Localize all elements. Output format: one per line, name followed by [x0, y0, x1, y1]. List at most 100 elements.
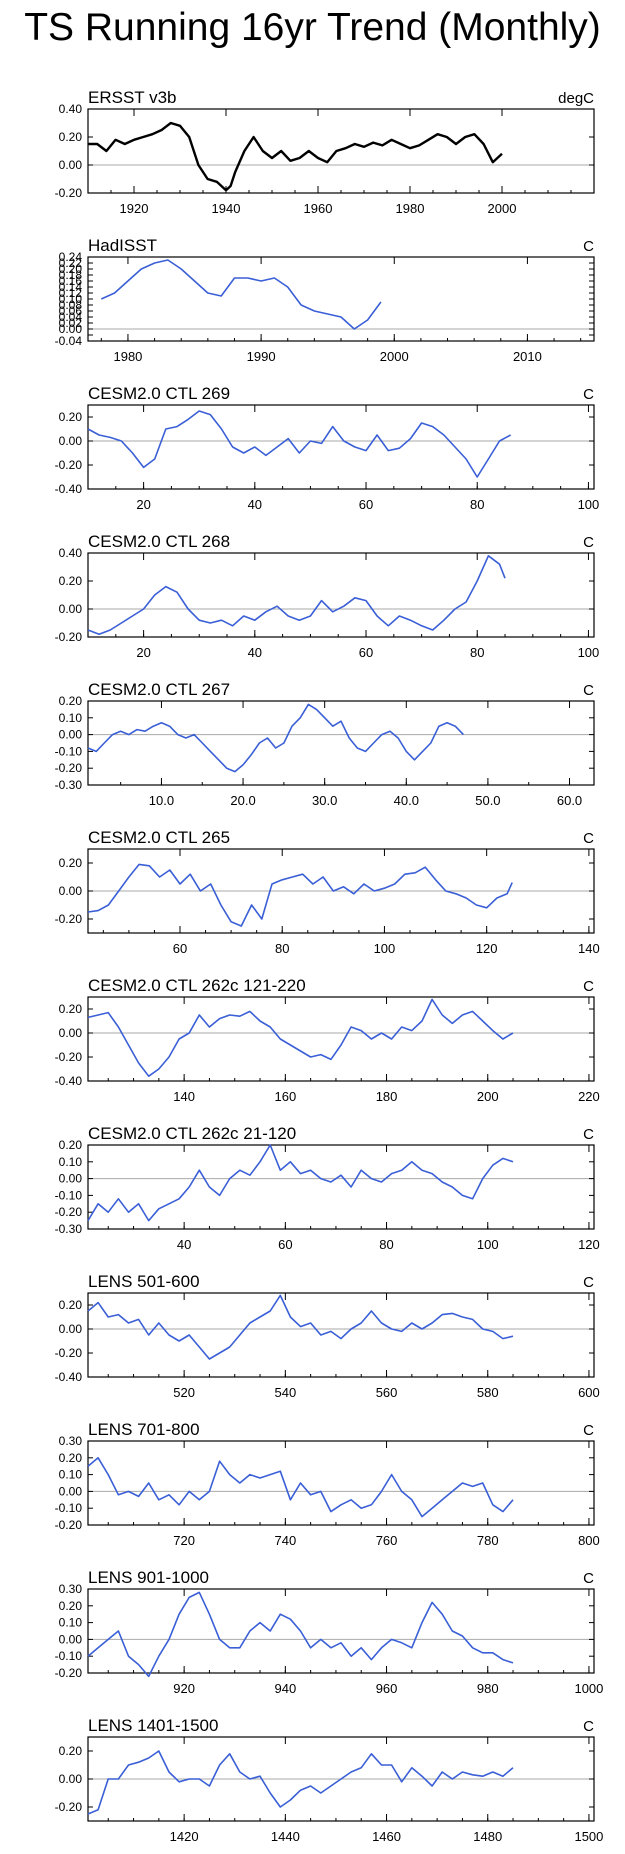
- panel-title: LENS 701-800: [88, 1420, 200, 1439]
- y-tick-label: -0.10: [55, 1501, 83, 1515]
- x-tick-label: 50.0: [475, 793, 500, 808]
- y-tick-label: 0.00: [59, 1484, 83, 1498]
- plot-frame: [87, 552, 595, 638]
- panel-title: LENS 1401-1500: [88, 1716, 218, 1735]
- panel-title: CESM2.0 CTL 262c 21-120: [88, 1124, 296, 1143]
- chart-panel-5: CESM2.0 CTL 267 C -0.30 -0.20 -0.10 0.00 0.10 0…: [55, 680, 595, 808]
- x-tick-label: 1960: [304, 201, 333, 216]
- y-tick-label: -0.10: [55, 1188, 83, 1202]
- x-tick-label: 120: [578, 1237, 600, 1252]
- x-tick-label: 960: [376, 1681, 398, 1696]
- x-tick-label: 180: [376, 1089, 398, 1104]
- chart-panel-3: CESM2.0 CTL 269 C -0.40 -0.20 0.00 0.20 20 40 60…: [55, 384, 600, 512]
- x-tick-label: 30.0: [312, 793, 337, 808]
- x-tick-label: 1440: [271, 1829, 300, 1844]
- x-tick-label: 940: [274, 1681, 296, 1696]
- y-tick-label: 0.08: [59, 298, 83, 312]
- x-tick-label: 40: [177, 1237, 191, 1252]
- chart-panel-9: LENS 501-600 C -0.40 -0.20 0.00 0.20 520 540 560…: [55, 1272, 600, 1400]
- y-tick-label: 0.40: [59, 546, 83, 560]
- series-line: [88, 121, 503, 192]
- x-tick-label: 80: [379, 1237, 393, 1252]
- x-tick-label: 10.0: [149, 793, 174, 808]
- y-tick-label: -0.30: [55, 1222, 83, 1236]
- x-tick-label: 1480: [473, 1829, 502, 1844]
- y-tick-label: 0.00: [59, 1172, 83, 1186]
- y-tick-label: 0.20: [59, 1138, 83, 1152]
- x-tick-label: 60: [359, 497, 373, 512]
- x-tick-label: 2010: [513, 349, 542, 364]
- y-tick-label: 0.20: [59, 1744, 83, 1758]
- panel-units: C: [583, 1274, 594, 1291]
- x-tick-label: 800: [578, 1533, 600, 1548]
- x-tick-label: 60: [173, 941, 187, 956]
- x-tick-label: 100: [578, 497, 600, 512]
- x-tick-label: 520: [173, 1385, 195, 1400]
- plot-frame: [87, 1144, 595, 1230]
- panel-title: CESM2.0 CTL 268: [88, 532, 230, 551]
- x-tick-label: 760: [376, 1533, 398, 1548]
- y-tick-label: 0.30: [59, 1434, 83, 1448]
- y-tick-label: -0.10: [55, 1649, 83, 1663]
- series-line: [87, 555, 506, 635]
- x-tick-label: 2000: [488, 201, 517, 216]
- chart-panel-1: ERSST v3b degC -0.20 0.00 0.20 0.40 1920 1940 19…: [55, 88, 595, 216]
- panel-units: C: [583, 1422, 594, 1439]
- y-tick-label: -0.30: [55, 778, 83, 792]
- plot-frame: [87, 1292, 595, 1378]
- x-tick-label: 40.0: [394, 793, 419, 808]
- x-tick-label: 80: [275, 941, 289, 956]
- x-tick-label: 1920: [120, 201, 149, 216]
- x-tick-label: 740: [274, 1533, 296, 1548]
- y-tick-label: 0.20: [59, 1451, 83, 1465]
- y-tick-label: -0.04: [55, 334, 83, 348]
- y-tick-label: 0.10: [59, 1616, 83, 1630]
- y-tick-label: 0.00: [59, 1632, 83, 1646]
- panel-title: CESM2.0 CTL 267: [88, 680, 230, 699]
- y-tick-label: -0.20: [55, 630, 83, 644]
- chart-panel-10: LENS 701-800 C -0.20 -0.10 0.00 0.10 0.20 0.30 7…: [55, 1420, 600, 1548]
- x-tick-label: 40: [248, 497, 262, 512]
- series-line: [87, 1591, 514, 1678]
- x-tick-label: 40: [248, 645, 262, 660]
- y-tick-label: 0.10: [59, 1468, 83, 1482]
- y-tick-label: 0.22: [59, 256, 83, 270]
- y-tick-label: -0.40: [55, 482, 83, 496]
- x-tick-label: 100: [578, 645, 600, 660]
- y-tick-label: 0.40: [59, 102, 83, 116]
- y-tick-label: 0.20: [59, 574, 83, 588]
- panel-units: C: [583, 1570, 594, 1587]
- panel-title: ERSST v3b: [88, 88, 177, 107]
- x-tick-label: 60.0: [557, 793, 582, 808]
- panel-units: C: [583, 682, 594, 699]
- x-tick-label: 80: [470, 645, 484, 660]
- x-tick-label: 20: [136, 645, 150, 660]
- y-tick-label: 0.20: [59, 1002, 83, 1016]
- y-tick-label: 0.00: [59, 434, 83, 448]
- y-tick-label: 0.20: [59, 1599, 83, 1613]
- x-tick-label: 720: [173, 1533, 195, 1548]
- plot-frame: [87, 1588, 595, 1674]
- x-tick-label: 140: [578, 941, 600, 956]
- x-tick-label: 160: [274, 1089, 296, 1104]
- panel-units: C: [583, 534, 594, 551]
- y-tick-label: 0.20: [59, 856, 83, 870]
- y-tick-label: -0.20: [55, 1518, 83, 1532]
- panel-units: C: [583, 1126, 594, 1143]
- y-tick-label: 0.00: [59, 322, 83, 336]
- x-tick-label: 60: [359, 645, 373, 660]
- panel-units: C: [583, 238, 594, 255]
- y-tick-label: 0.24: [59, 250, 83, 264]
- plot-frame: [87, 700, 595, 786]
- x-tick-label: 600: [578, 1385, 600, 1400]
- y-tick-label: -0.20: [55, 761, 83, 775]
- x-tick-label: 780: [477, 1533, 499, 1548]
- panel-title: CESM2.0 CTL 265: [88, 828, 230, 847]
- y-tick-label: 0.02: [59, 316, 83, 330]
- y-tick-label: 0.18: [59, 268, 83, 282]
- panel-units: degC: [558, 90, 594, 107]
- chart-panel-7: CESM2.0 CTL 262c 121-220 C -0.40 -0.20 0.00 0…: [55, 976, 600, 1104]
- x-tick-label: 1460: [372, 1829, 401, 1844]
- y-tick-label: -0.40: [55, 1074, 83, 1088]
